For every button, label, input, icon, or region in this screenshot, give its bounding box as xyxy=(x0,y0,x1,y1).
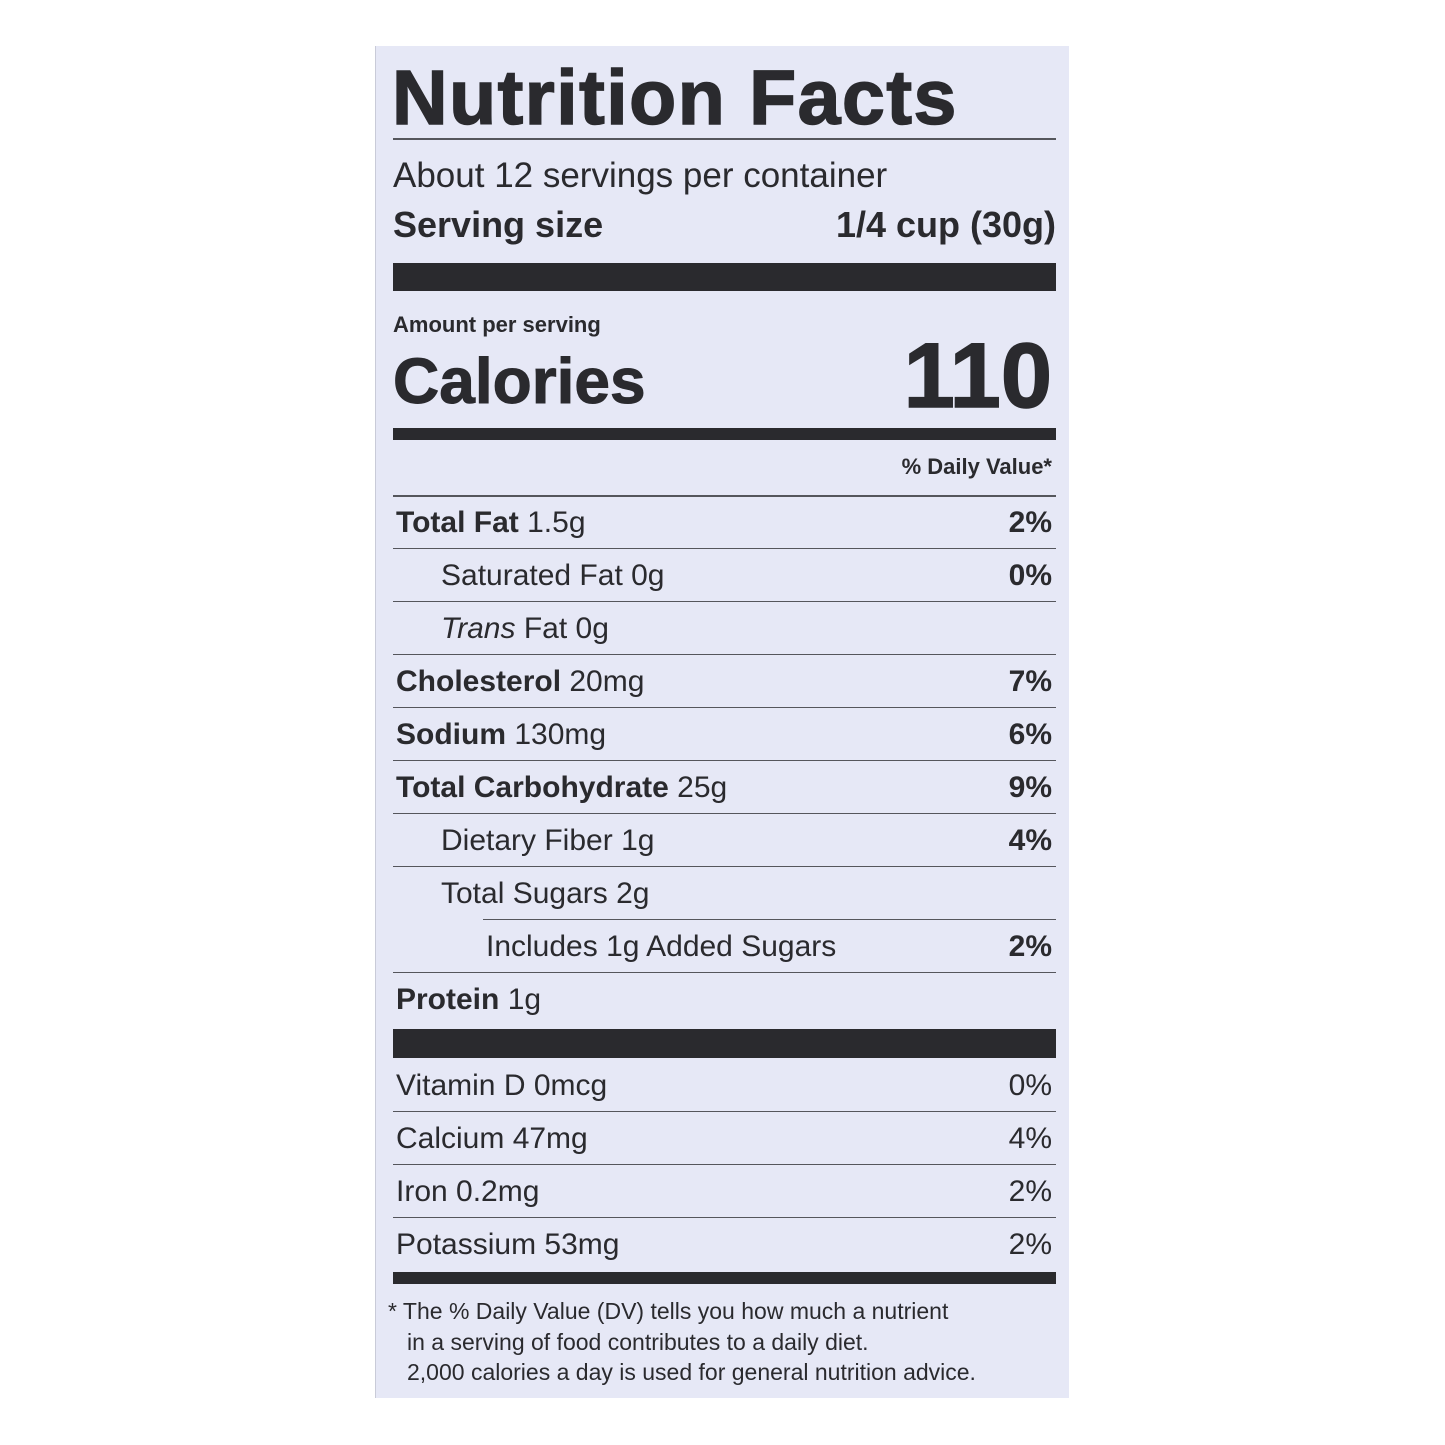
vitamin-name: Calcium 47mg xyxy=(396,1121,588,1155)
thick-divider xyxy=(393,263,1056,291)
nutrient-daily-value: 7% xyxy=(1008,664,1052,698)
nutrient-row: Total Carbohydrate 25g 9% xyxy=(393,761,1056,814)
vitamin-daily-value: 4% xyxy=(1008,1121,1052,1155)
nutrient-amount: 2g xyxy=(616,876,650,910)
calories-value: 110 xyxy=(903,324,1053,428)
nutrient-amount: 1g xyxy=(507,982,542,1016)
vitamin-daily-value: 2% xyxy=(1008,1227,1052,1261)
nutrient-row: Cholesterol 20mg 7% xyxy=(393,655,1056,708)
nutrient-label-suffix: Fat xyxy=(523,611,568,645)
nutrient-amount: 0g xyxy=(575,611,609,645)
nutrient-name: Total Carbohydrate 25g xyxy=(396,771,727,805)
nutrient-daily-value: 2% xyxy=(1008,505,1052,539)
nutrient-daily-value: 6% xyxy=(1008,717,1052,751)
nutrient-row: Protein 1g xyxy=(393,973,1056,1026)
vitamin-name: Potassium 53mg xyxy=(396,1227,620,1261)
vitamin-row: Calcium 47mg 4% xyxy=(393,1112,1056,1165)
nutrient-list: Total Fat 1.5g 2% Saturated Fat 0g 0% Trans … xyxy=(393,496,1056,1026)
divider xyxy=(393,865,1056,867)
nutrient-row: Sodium 130mg 6% xyxy=(393,708,1056,761)
vitamin-daily-value: 2% xyxy=(1008,1174,1052,1208)
nutrient-amount: 130mg xyxy=(514,717,607,751)
nutrient-label: Total Sugars xyxy=(441,876,608,910)
divider xyxy=(393,1110,1056,1112)
nutrient-name: Dietary Fiber 1g xyxy=(441,824,654,858)
nutrient-name: Protein 1g xyxy=(396,983,541,1017)
nutrient-name: Trans Fat 0g xyxy=(441,612,609,646)
daily-value-header: % Daily Value* xyxy=(901,454,1052,479)
divider xyxy=(393,971,1056,973)
nutrient-label: Dietary Fiber xyxy=(441,823,613,857)
divider xyxy=(393,1216,1056,1218)
vitamin-daily-value: 0% xyxy=(1008,1068,1052,1102)
divider xyxy=(393,547,1056,549)
nutrient-row: Total Sugars 2g xyxy=(393,867,1056,920)
label-title: Nutrition Facts xyxy=(391,55,958,141)
nutrient-amount: 1.5g xyxy=(527,505,586,539)
nutrient-row: Trans Fat 0g xyxy=(393,602,1056,655)
nutrient-label: Saturated Fat xyxy=(441,558,623,592)
footnote-line: * The % Daily Value (DV) tells you how m… xyxy=(388,1298,949,1324)
vitamin-name: Iron 0.2mg xyxy=(396,1174,540,1208)
divider xyxy=(393,138,1056,140)
footnote: * The % Daily Value (DV) tells you how m… xyxy=(388,1296,976,1388)
nutrient-row: Includes 1g Added Sugars 2% xyxy=(393,920,1056,973)
nutrient-name: Total Sugars 2g xyxy=(441,877,649,911)
nutrient-label: Includes 1g Added Sugars xyxy=(486,929,837,963)
nutrient-name: Includes 1g Added Sugars xyxy=(486,930,836,964)
vitamin-name: Vitamin D 0mcg xyxy=(396,1068,608,1102)
nutrient-amount: 25g xyxy=(677,770,728,804)
medium-divider xyxy=(393,1272,1056,1284)
nutrient-daily-value: 9% xyxy=(1008,770,1052,804)
vitamin-row: Iron 0.2mg 2% xyxy=(393,1165,1056,1218)
serving-size-value: 1/4 cup (30g) xyxy=(835,204,1056,245)
nutrient-name: Saturated Fat 0g xyxy=(441,559,665,593)
nutrient-label: Protein xyxy=(396,982,500,1016)
nutrient-label: Trans xyxy=(441,611,516,645)
nutrient-amount: 0g xyxy=(631,558,665,592)
nutrient-amount: 20mg xyxy=(569,664,645,698)
divider xyxy=(393,495,1056,497)
servings-per-container: About 12 servings per container xyxy=(393,156,888,195)
nutrition-facts-panel: Nutrition Facts About 12 servings per co… xyxy=(375,46,1069,1398)
nutrient-name: Sodium 130mg xyxy=(396,718,606,752)
vitamin-row: Vitamin D 0mcg 0% xyxy=(393,1059,1056,1112)
amount-per-serving: Amount per serving xyxy=(393,312,601,337)
nutrient-amount: 1g xyxy=(621,823,655,857)
divider xyxy=(483,918,1056,920)
footnote-line: in a serving of food contributes to a da… xyxy=(407,1328,869,1355)
nutrient-row: Total Fat 1.5g 2% xyxy=(393,496,1056,549)
nutrient-daily-value: 4% xyxy=(1008,823,1052,857)
thick-divider xyxy=(393,1029,1056,1058)
divider xyxy=(393,600,1056,602)
serving-size-label: Serving size xyxy=(393,204,604,245)
divider xyxy=(393,759,1056,761)
footnote-line: 2,000 calories a day is used for general… xyxy=(407,1359,976,1385)
calories-label: Calories xyxy=(393,345,647,418)
vitamin-row: Potassium 53mg 2% xyxy=(393,1218,1056,1271)
medium-divider xyxy=(393,428,1056,440)
divider xyxy=(393,812,1056,814)
nutrient-name: Total Fat 1.5g xyxy=(396,506,586,540)
divider xyxy=(393,1163,1056,1165)
nutrient-label: Sodium xyxy=(396,717,506,751)
vitamin-list: Vitamin D 0mcg 0% Calcium 47mg 4% Iron 0.2mg… xyxy=(393,1059,1056,1271)
divider xyxy=(393,653,1056,655)
nutrient-daily-value: 0% xyxy=(1008,558,1052,592)
nutrient-daily-value: 2% xyxy=(1008,929,1052,963)
nutrient-name: Cholesterol 20mg xyxy=(396,665,644,699)
nutrient-label: Cholesterol xyxy=(396,664,562,698)
divider xyxy=(393,706,1056,708)
nutrient-row: Dietary Fiber 1g 4% xyxy=(393,814,1056,867)
nutrient-row: Saturated Fat 0g 0% xyxy=(393,549,1056,602)
nutrient-label: Total Carbohydrate xyxy=(396,770,669,804)
nutrient-label: Total Fat xyxy=(396,505,519,539)
